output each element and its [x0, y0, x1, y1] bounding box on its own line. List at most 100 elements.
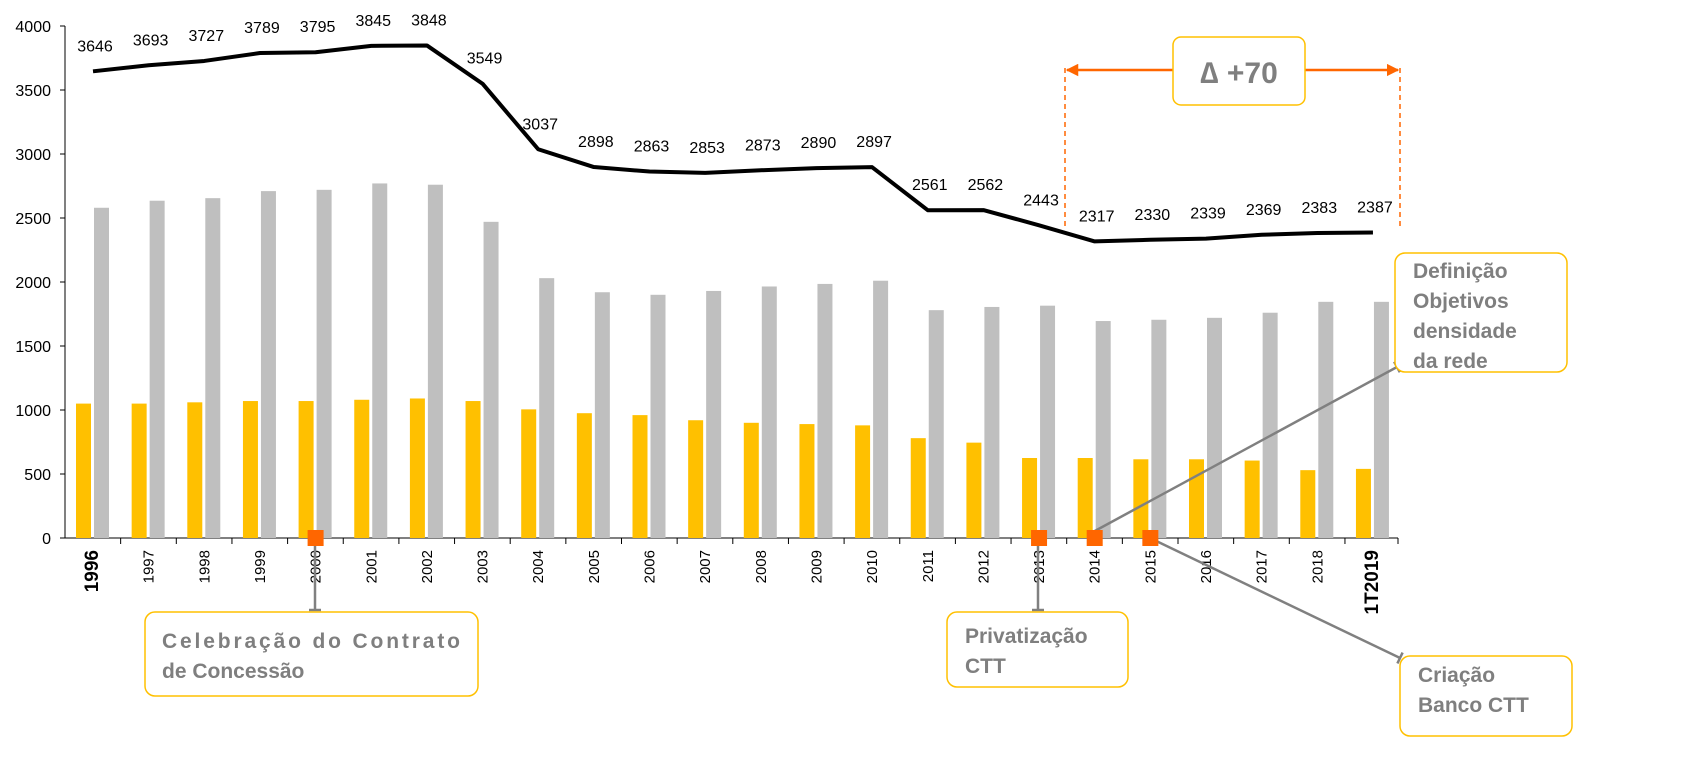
y-tick-label: 2500	[15, 211, 51, 228]
bar	[205, 198, 221, 538]
x-tick-label: 2017	[1254, 550, 1271, 583]
data-label: 2317	[1079, 208, 1115, 225]
bar	[1244, 460, 1260, 538]
bar	[1077, 458, 1093, 538]
data-label: 2561	[912, 177, 948, 194]
bar	[706, 290, 722, 538]
bar	[632, 415, 648, 538]
annotation-text: Banco CTT	[1418, 694, 1529, 717]
x-tick-label: 2004	[530, 550, 547, 583]
x-tick-label: 1996	[82, 550, 103, 592]
bar	[910, 438, 926, 538]
bar	[131, 403, 147, 538]
annotation-text: Criação	[1418, 664, 1495, 687]
bar	[1151, 319, 1167, 538]
bar	[1373, 301, 1389, 538]
data-label: 2897	[856, 134, 892, 151]
bar	[650, 294, 666, 538]
bar	[1207, 317, 1222, 538]
bar	[539, 278, 555, 538]
data-label: 3845	[355, 13, 391, 30]
bar	[1022, 458, 1038, 538]
x-tick-label: 2018	[1309, 550, 1326, 583]
data-label: 2330	[1135, 207, 1171, 224]
y-tick-label: 4000	[15, 19, 51, 36]
bar	[1040, 305, 1056, 538]
annotation-text: densidade	[1413, 320, 1517, 343]
bar	[855, 425, 871, 538]
bar	[873, 280, 889, 538]
bar	[354, 399, 370, 538]
data-label: 3693	[133, 32, 169, 49]
data-label: 3848	[411, 12, 447, 29]
bar	[1355, 468, 1371, 538]
bar	[187, 402, 203, 538]
y-tick-label: 0	[42, 531, 51, 548]
bar	[1133, 459, 1149, 538]
bar	[465, 401, 481, 538]
data-label: 2562	[968, 177, 1004, 194]
x-tick-label: 2013	[1031, 550, 1048, 583]
x-tick-label: 2010	[864, 550, 881, 583]
delta-box	[1172, 36, 1306, 106]
y-tick-label: 500	[24, 467, 51, 484]
data-label: 2890	[801, 135, 837, 152]
bar	[1189, 459, 1204, 538]
delta-label: ∆ +70	[1200, 57, 1278, 90]
bar	[242, 401, 258, 538]
data-label: 3037	[522, 116, 558, 133]
annotation-text: Definição	[1413, 260, 1508, 283]
bar	[372, 183, 388, 538]
annotation-text: de Concessão	[162, 660, 304, 683]
bar	[1095, 321, 1111, 538]
data-label: 3795	[300, 19, 336, 36]
x-tick-label: 2011	[920, 550, 937, 582]
annotation-text: CTT	[965, 655, 1006, 678]
x-tick-label: 2006	[642, 550, 659, 583]
x-tick-label: 1999	[252, 550, 269, 583]
data-label: 2369	[1246, 202, 1282, 219]
y-tick-label: 1500	[15, 339, 51, 356]
bar	[688, 420, 704, 538]
annotation-box	[144, 611, 479, 697]
x-tick-label: 2001	[363, 550, 380, 583]
x-tick-label: 1T2019	[1362, 550, 1383, 614]
data-label: 2383	[1302, 200, 1338, 217]
bar	[409, 398, 425, 538]
bar	[743, 422, 759, 538]
bar	[521, 409, 537, 538]
annotation-text: Objetivos	[1413, 290, 1509, 313]
bar	[94, 207, 109, 538]
bar	[260, 191, 276, 538]
bar	[1318, 301, 1334, 538]
connector	[1149, 536, 1401, 660]
x-tick-label: 1997	[141, 550, 158, 583]
annotation-text: Privatização	[965, 625, 1088, 648]
bar	[298, 401, 314, 538]
x-tick-label: 1998	[196, 550, 213, 583]
x-tick-label: 2005	[586, 550, 603, 583]
x-tick-label: 2014	[1087, 550, 1104, 583]
bar	[149, 200, 165, 538]
x-tick-label: 2012	[975, 550, 992, 583]
data-label: 2873	[745, 137, 781, 154]
line	[92, 43, 1373, 244]
x-tick-label: 2002	[419, 550, 436, 583]
bar	[817, 283, 833, 538]
data-label: 2387	[1357, 199, 1393, 216]
event-marker	[1142, 530, 1159, 546]
bar	[427, 184, 443, 538]
y-tick-label: 3500	[15, 83, 51, 100]
data-label: 2853	[689, 140, 725, 157]
y-tick-label: 3000	[15, 147, 51, 164]
bar	[576, 413, 592, 538]
y-tick-label: 1000	[15, 403, 51, 420]
x-tick-label: 2007	[697, 550, 714, 583]
connector	[1092, 365, 1398, 534]
data-label: 3789	[244, 20, 280, 37]
bar	[966, 442, 982, 538]
x-tick-label: 2008	[753, 550, 770, 583]
data-label: 2898	[578, 134, 614, 151]
event-marker	[307, 530, 324, 546]
